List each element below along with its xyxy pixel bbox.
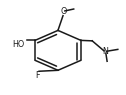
Text: F: F (35, 71, 39, 80)
Text: N: N (102, 47, 108, 56)
Text: HO: HO (13, 40, 25, 49)
Text: O: O (60, 7, 67, 16)
